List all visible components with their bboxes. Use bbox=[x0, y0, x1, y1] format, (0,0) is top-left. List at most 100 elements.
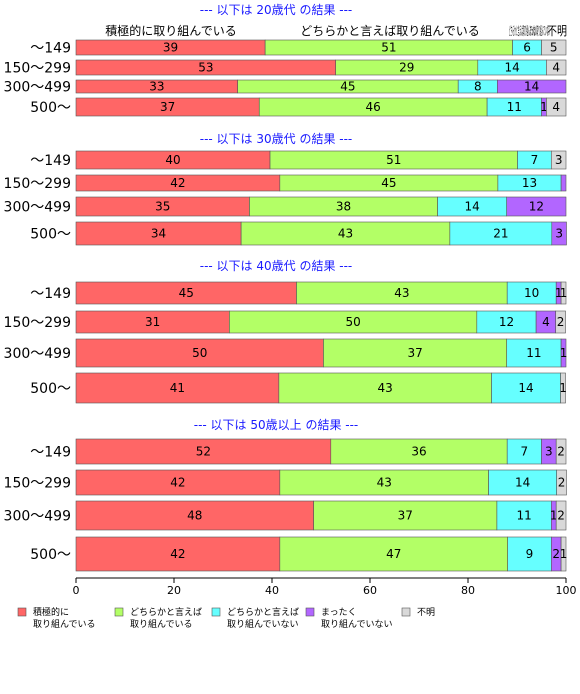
legend-label: 取り組んでいる bbox=[130, 618, 193, 630]
data-label: 39 bbox=[163, 41, 178, 55]
data-label: 46 bbox=[366, 100, 381, 114]
bar-segment bbox=[555, 500, 567, 531]
bar-segment bbox=[546, 97, 567, 117]
data-label: 50 bbox=[192, 346, 207, 360]
data-label: 21 bbox=[493, 227, 508, 241]
data-label: 37 bbox=[407, 346, 422, 360]
data-label: 11 bbox=[516, 509, 531, 523]
row-label: 500〜 bbox=[30, 381, 71, 397]
data-label: 14 bbox=[504, 61, 519, 75]
group-title: --- 以下は 30歳代 の結果 --- bbox=[200, 132, 353, 146]
x-tick-label: 100 bbox=[556, 584, 577, 597]
data-label: 9 bbox=[526, 547, 534, 561]
header-label: 不明 bbox=[547, 24, 567, 38]
row-label: 150〜299 bbox=[4, 315, 71, 331]
data-label: 2 bbox=[557, 445, 565, 459]
data-label: 52 bbox=[196, 445, 211, 459]
data-label: 35 bbox=[155, 200, 170, 214]
bar-segment bbox=[560, 536, 567, 572]
data-label: 1 bbox=[550, 509, 558, 523]
data-label: 2 bbox=[558, 476, 566, 490]
row-label: 150〜299 bbox=[4, 476, 71, 492]
header-label: どちらかと言えば取り組んでいない bbox=[509, 24, 537, 38]
data-label: 4 bbox=[542, 315, 550, 329]
data-label: 45 bbox=[381, 176, 396, 190]
data-label: 38 bbox=[336, 200, 351, 214]
header-label: どちらかと言えば取り組んでいる bbox=[300, 24, 479, 38]
data-label: 1 bbox=[540, 100, 548, 114]
data-label: 2 bbox=[557, 315, 565, 329]
data-label: 10 bbox=[524, 286, 539, 300]
data-label: 43 bbox=[377, 476, 392, 490]
data-label: 45 bbox=[179, 286, 194, 300]
data-label: 14 bbox=[465, 200, 480, 214]
group-title: --- 以下は 50歳以上 の結果 --- bbox=[194, 418, 359, 432]
data-label: 4 bbox=[552, 100, 560, 114]
legend-swatch bbox=[305, 607, 315, 617]
x-tick-label: 40 bbox=[265, 584, 279, 597]
data-label: 14 bbox=[518, 381, 533, 395]
row-label: 150〜299 bbox=[4, 176, 71, 192]
data-label: 1 bbox=[560, 547, 568, 561]
data-label: 31 bbox=[145, 315, 160, 329]
data-label: 40 bbox=[165, 153, 180, 167]
data-label: 43 bbox=[378, 381, 393, 395]
data-label: 42 bbox=[170, 547, 185, 561]
data-label: 11 bbox=[507, 100, 522, 114]
bar-segment bbox=[330, 438, 508, 465]
data-label: 43 bbox=[394, 286, 409, 300]
legend-label: どちらかと言えば bbox=[227, 606, 299, 618]
legend-label: 取り組んでいない bbox=[321, 618, 393, 630]
bar-segment bbox=[541, 39, 567, 56]
bar-segment bbox=[313, 500, 498, 531]
bar-segment bbox=[560, 372, 566, 404]
legend-label: どちらかと言えば bbox=[130, 606, 202, 618]
data-label: 8 bbox=[474, 80, 482, 94]
bar-segment bbox=[506, 338, 562, 368]
row-label: 500〜 bbox=[30, 100, 71, 116]
data-label: 3 bbox=[545, 445, 553, 459]
legend-label: 不明 bbox=[417, 607, 435, 618]
group-title: --- 以下は 40歳代 の結果 --- bbox=[200, 259, 353, 273]
data-label: 53 bbox=[198, 61, 213, 75]
bar-segment bbox=[560, 281, 567, 305]
legend-swatch bbox=[114, 607, 124, 617]
data-label: 14 bbox=[515, 476, 530, 490]
data-label: 7 bbox=[531, 153, 539, 167]
bar-segment bbox=[506, 196, 567, 217]
data-label: 34 bbox=[151, 227, 166, 241]
bar-segment bbox=[555, 310, 566, 334]
row-label: 300〜499 bbox=[4, 346, 71, 362]
data-label: 33 bbox=[149, 80, 164, 94]
data-label: 5 bbox=[550, 41, 558, 55]
row-label: 300〜499 bbox=[4, 200, 71, 216]
row-label: 500〜 bbox=[30, 547, 71, 563]
bar-segment bbox=[75, 536, 281, 572]
data-label: 37 bbox=[398, 509, 413, 523]
row-label: 〜149 bbox=[30, 445, 71, 461]
legend-label: 取り組んでいない bbox=[227, 618, 299, 630]
x-tick-label: 80 bbox=[461, 584, 475, 597]
row-label: 300〜499 bbox=[4, 80, 71, 96]
data-label: 50 bbox=[345, 315, 360, 329]
bar-segment bbox=[279, 469, 489, 496]
bar-segment bbox=[546, 59, 567, 76]
bar-segment bbox=[497, 79, 567, 94]
data-label: 11 bbox=[526, 346, 541, 360]
data-label: 1 bbox=[555, 286, 563, 300]
legend-label: 積極的に bbox=[33, 606, 69, 618]
x-tick-label: 0 bbox=[73, 584, 80, 597]
data-label: 45 bbox=[340, 80, 355, 94]
data-label: 36 bbox=[411, 445, 426, 459]
header-label: 積極的に取り組んでいる bbox=[105, 23, 236, 38]
bar-segment bbox=[551, 221, 567, 246]
bar-segment bbox=[491, 372, 561, 404]
data-label: 3 bbox=[555, 227, 563, 241]
header-label: まったく取り組んでいない bbox=[530, 24, 550, 38]
row-label: 500〜 bbox=[30, 227, 71, 243]
bar-segment bbox=[496, 500, 552, 531]
row-label: 〜149 bbox=[30, 153, 71, 169]
data-label: 48 bbox=[187, 509, 202, 523]
legend-label: まったく bbox=[321, 607, 357, 618]
